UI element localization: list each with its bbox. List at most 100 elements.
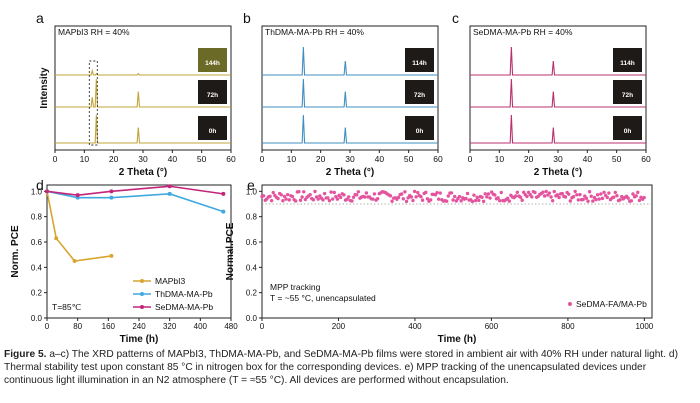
panel-e-point bbox=[605, 195, 609, 200]
panel-d-point-SeDMA-MA-Pb bbox=[109, 189, 114, 194]
panel-e-point bbox=[327, 198, 332, 203]
panel-e-point bbox=[401, 197, 406, 201]
panel-e-point bbox=[550, 199, 555, 203]
panel-b-xtick-label: 50 bbox=[404, 154, 414, 164]
panel-b-film-photo-72h bbox=[405, 80, 434, 104]
panel-c-xtick-label: 40 bbox=[583, 154, 593, 164]
panel-d-annotation: T=85℃ bbox=[52, 302, 82, 312]
panel-d-point-MAPbI3 bbox=[109, 253, 114, 258]
panel-e-point bbox=[297, 189, 301, 194]
panel-b-xtick-label: 30 bbox=[345, 154, 355, 164]
panel-e-point bbox=[271, 190, 275, 195]
panel-d-xtick-label: 480 bbox=[224, 322, 238, 331]
panel-b-letter: b bbox=[243, 10, 251, 26]
panel-e-point bbox=[334, 194, 338, 199]
panel-e-point bbox=[435, 190, 439, 195]
panel-a-dashed-box bbox=[88, 60, 98, 146]
panel-d-point-MAPbI3 bbox=[72, 259, 77, 263]
panel-d-point-SeDMA-MA-Pb bbox=[167, 184, 172, 189]
panel-e-point bbox=[560, 191, 564, 196]
panel-e-point bbox=[599, 192, 603, 196]
panel-e-point bbox=[261, 194, 266, 198]
panel-e-ytick-label: 0.0 bbox=[246, 314, 258, 323]
panel-e-point bbox=[279, 193, 283, 197]
panel-d-xtick-label: 80 bbox=[73, 322, 82, 331]
panel-e-point bbox=[567, 192, 571, 196]
panel-e-legend-label: SeDMA-FA/MA-Pb bbox=[576, 299, 647, 309]
panel-e-point bbox=[473, 198, 478, 203]
panel-e-point bbox=[600, 196, 605, 201]
panel-e-point bbox=[436, 197, 441, 201]
panel-d-ytick-label: 0.4 bbox=[31, 263, 43, 272]
panel-d-ytick-label: 0.0 bbox=[31, 314, 43, 323]
panel-e-point bbox=[571, 195, 576, 199]
panel-e-point bbox=[552, 189, 556, 194]
panel-e-point bbox=[480, 195, 484, 199]
panel-e-point bbox=[475, 195, 479, 200]
panel-e-point bbox=[568, 199, 573, 203]
panel-e-point bbox=[451, 198, 455, 202]
panel-e-point bbox=[486, 192, 491, 196]
panel-e-point bbox=[350, 199, 354, 203]
panel-e-point bbox=[602, 190, 606, 194]
panel-e-point bbox=[506, 196, 510, 201]
panel-e-point bbox=[607, 191, 611, 195]
panel-c-xtick-label: 50 bbox=[612, 154, 622, 164]
panel-e-point bbox=[276, 196, 280, 201]
panel-a-trace-144h bbox=[55, 68, 231, 76]
panel-d-legend-label-ThDMA-MA-Pb: ThDMA-MA-Pb bbox=[155, 289, 213, 299]
panel-e-point bbox=[520, 198, 524, 202]
panel-b-xlabel: 2 Theta (°) bbox=[326, 167, 374, 178]
panel-e-xtick-label: 0 bbox=[260, 322, 265, 331]
panel-d-line-MAPbI3 bbox=[46, 191, 112, 262]
panel-e-point bbox=[472, 193, 476, 197]
panel-d-point-SeDMA-MA-Pb bbox=[45, 189, 49, 194]
panel-d-legend-label-MAPbI3: MAPbI3 bbox=[155, 276, 186, 286]
panel-e-point bbox=[404, 199, 409, 204]
panel-a-xtick-label: 50 bbox=[197, 154, 207, 164]
panel-e-point bbox=[284, 197, 288, 201]
panel-c-film-label-0h: 0h bbox=[624, 128, 632, 135]
panel-a-film-photo-144h bbox=[198, 48, 227, 72]
panel-e-point bbox=[578, 192, 582, 197]
panel-c-trace-0h bbox=[470, 114, 646, 144]
panel-b-xtick-label: 0 bbox=[260, 154, 265, 164]
panel-e-point bbox=[488, 196, 492, 200]
panel-e-point bbox=[285, 192, 290, 197]
figure-caption: Figure 5. a–c) The XRD patterns of MAPbI… bbox=[4, 348, 694, 388]
panel-e-point bbox=[396, 195, 401, 200]
panel-e-point bbox=[595, 193, 600, 197]
panel-d-xtick-label: 240 bbox=[132, 322, 146, 331]
panel-a-xtick-label: 40 bbox=[168, 154, 178, 164]
panel-e-ytick-label: 0.6 bbox=[246, 238, 258, 247]
panel-d-xtick-label: 400 bbox=[194, 322, 208, 331]
panel-c-trace-114h bbox=[470, 46, 646, 76]
panel-b-film-photo-114h bbox=[405, 48, 434, 72]
panel-b-film-label-72h: 72h bbox=[414, 92, 425, 99]
panel-e-point bbox=[269, 198, 274, 203]
panel-e-point bbox=[514, 194, 518, 198]
panel-e-point bbox=[375, 197, 380, 201]
panel-c-xlabel: 2 Theta (°) bbox=[534, 167, 582, 178]
panel-e-point bbox=[611, 195, 616, 199]
panel-e-point bbox=[416, 190, 420, 195]
panel-e-point bbox=[390, 199, 394, 203]
panel-e-point bbox=[555, 193, 560, 197]
panel-d-point-SeDMA-MA-Pb bbox=[75, 193, 80, 198]
panel-e-point bbox=[302, 190, 306, 194]
panel-d-xlabel: Time (h) bbox=[120, 334, 159, 345]
panel-e-point bbox=[338, 195, 343, 200]
panel-e-xtick-label: 200 bbox=[332, 322, 346, 331]
panel-e-ylabel: Normal.PCE bbox=[225, 222, 236, 280]
panel-d-ytick-label: 1.0 bbox=[31, 187, 43, 196]
panel-d-ylabel: Norm. PCE bbox=[10, 225, 21, 278]
panel-e-point bbox=[470, 199, 475, 204]
panel-a-letter: a bbox=[36, 10, 44, 26]
panel-e-point bbox=[547, 191, 552, 195]
panel-e-point bbox=[586, 199, 590, 203]
panel-b-xtick-label: 10 bbox=[287, 154, 297, 164]
panel-e-point bbox=[613, 190, 617, 195]
panel-b-xtick-label: 40 bbox=[375, 154, 385, 164]
panel-e-point bbox=[507, 199, 512, 203]
panel-d-point-ThDMA-MA-Pb bbox=[109, 195, 114, 200]
